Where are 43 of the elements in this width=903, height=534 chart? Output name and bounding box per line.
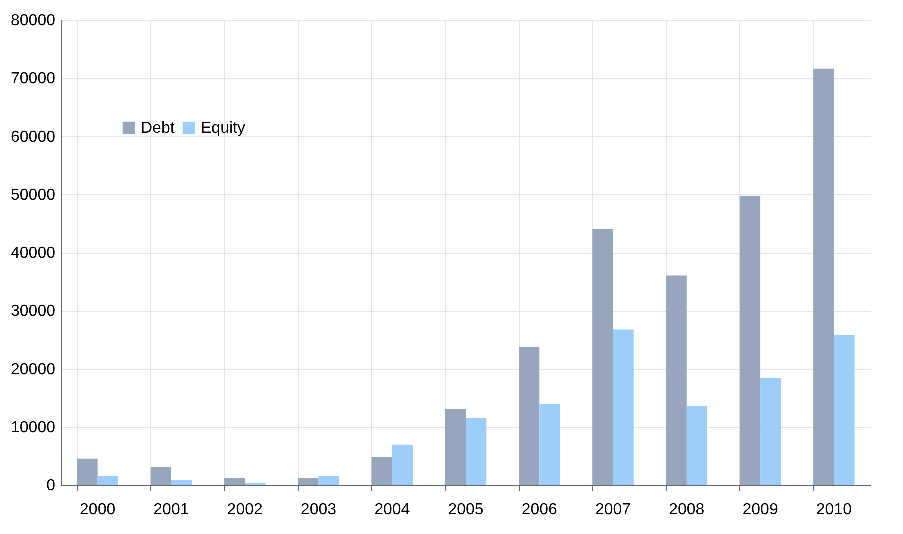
legend-label: Equity	[201, 120, 246, 137]
y-tick-label: 70000	[11, 70, 56, 88]
bar	[150, 466, 172, 485]
y-tick-label: 30000	[11, 303, 56, 320]
bar	[224, 478, 246, 485]
y-tick-label: 80000	[11, 12, 56, 30]
bar	[666, 276, 687, 485]
bar	[740, 196, 761, 485]
y-tick-label: 20000	[11, 361, 56, 378]
y-tick-label: 10000	[11, 419, 56, 436]
y-tick-label: 60000	[11, 128, 56, 146]
bar	[98, 476, 118, 485]
x-tick-label: 2006	[522, 502, 558, 518]
bar	[814, 68, 834, 485]
bar	[613, 330, 634, 485]
x-tick-label: 2005	[448, 502, 484, 518]
y-tick-label: 50000	[11, 186, 56, 204]
x-tick-label: 2002	[227, 502, 263, 518]
x-tick-label: 2008	[669, 502, 705, 518]
bar	[834, 335, 855, 485]
x-tick-label: 2007	[595, 502, 632, 518]
y-tick-label: 0	[46, 478, 56, 494]
bar	[77, 458, 98, 485]
bar	[592, 229, 614, 485]
bar	[519, 347, 540, 485]
bar	[445, 409, 466, 485]
bar	[298, 478, 319, 485]
bar	[686, 406, 708, 485]
y-tick-label: 40000	[11, 245, 56, 262]
bar	[318, 476, 340, 485]
legend-label: Debt	[141, 120, 176, 137]
x-tick-label: 2010	[816, 502, 852, 518]
bar	[540, 404, 560, 485]
x-tick-label: 2000	[80, 502, 116, 518]
x-tick-label: 2001	[154, 502, 190, 518]
bar	[171, 480, 192, 485]
bar	[466, 418, 487, 485]
bar	[372, 457, 392, 485]
bar	[392, 444, 413, 485]
x-tick-label: 2003	[300, 502, 337, 518]
bar	[760, 378, 782, 485]
x-tick-label: 2009	[742, 502, 778, 518]
x-tick-label: 2004	[374, 502, 410, 518]
